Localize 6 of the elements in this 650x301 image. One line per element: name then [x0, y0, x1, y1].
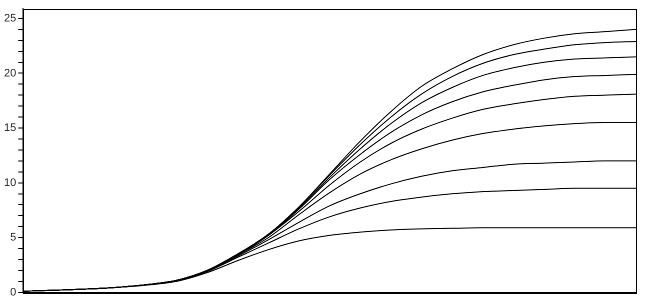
y-tick-label: 5: [10, 232, 16, 244]
y-tick-label: 10: [4, 176, 16, 189]
y-tick-label: 25: [4, 12, 16, 24]
y-tick-label: 0: [10, 286, 16, 298]
y-tick-label: 20: [4, 67, 16, 80]
y-tick-label: 15: [4, 122, 16, 134]
